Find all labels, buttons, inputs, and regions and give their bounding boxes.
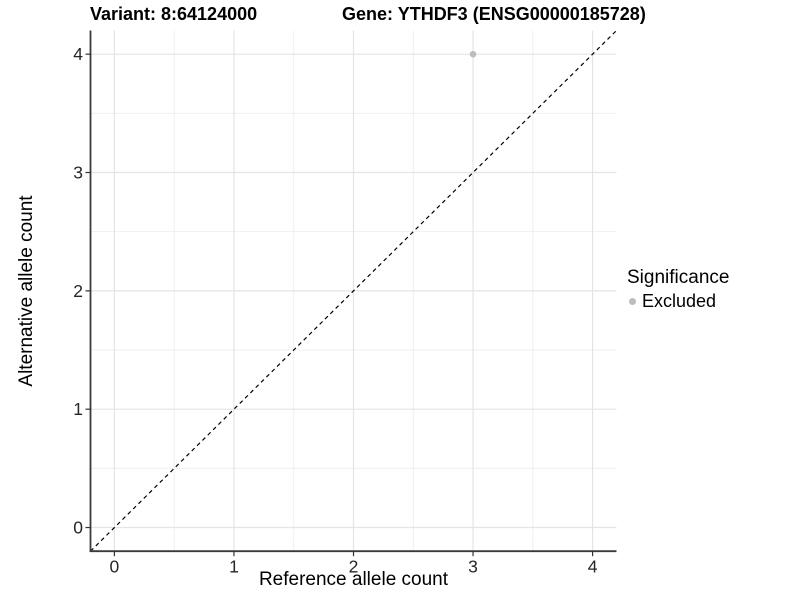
- legend-title: Significance: [627, 267, 730, 288]
- legend-item-excluded: Excluded: [627, 291, 729, 312]
- legend: Significance Excluded: [627, 267, 729, 312]
- x-tick-label: 4: [588, 557, 598, 577]
- data-point: [469, 50, 477, 58]
- x-tick-label: 3: [468, 557, 478, 577]
- x-tick-label: 1: [229, 557, 239, 577]
- y-tick-label: 1: [73, 399, 83, 419]
- plot-title-variant: Variant: 8:64124000: [90, 4, 258, 24]
- y-tick-label: 4: [73, 44, 83, 64]
- y-tick-label: 3: [73, 163, 83, 183]
- y-axis-title: Alternative allele count: [16, 195, 37, 387]
- legend-point-marker-icon: [629, 298, 636, 305]
- x-axis-title: Reference allele count: [258, 569, 449, 590]
- legend-item-label: Excluded: [642, 291, 717, 311]
- y-tick-label: 0: [73, 518, 83, 538]
- y-tick-label: 2: [73, 281, 83, 301]
- x-tick-label: 0: [110, 557, 120, 577]
- x-tick-label: 2: [349, 557, 359, 577]
- plot-title-gene: Gene: YTHDF3 (ENSG00000185728): [342, 4, 646, 24]
- identity-reference-line: [90, 30, 617, 552]
